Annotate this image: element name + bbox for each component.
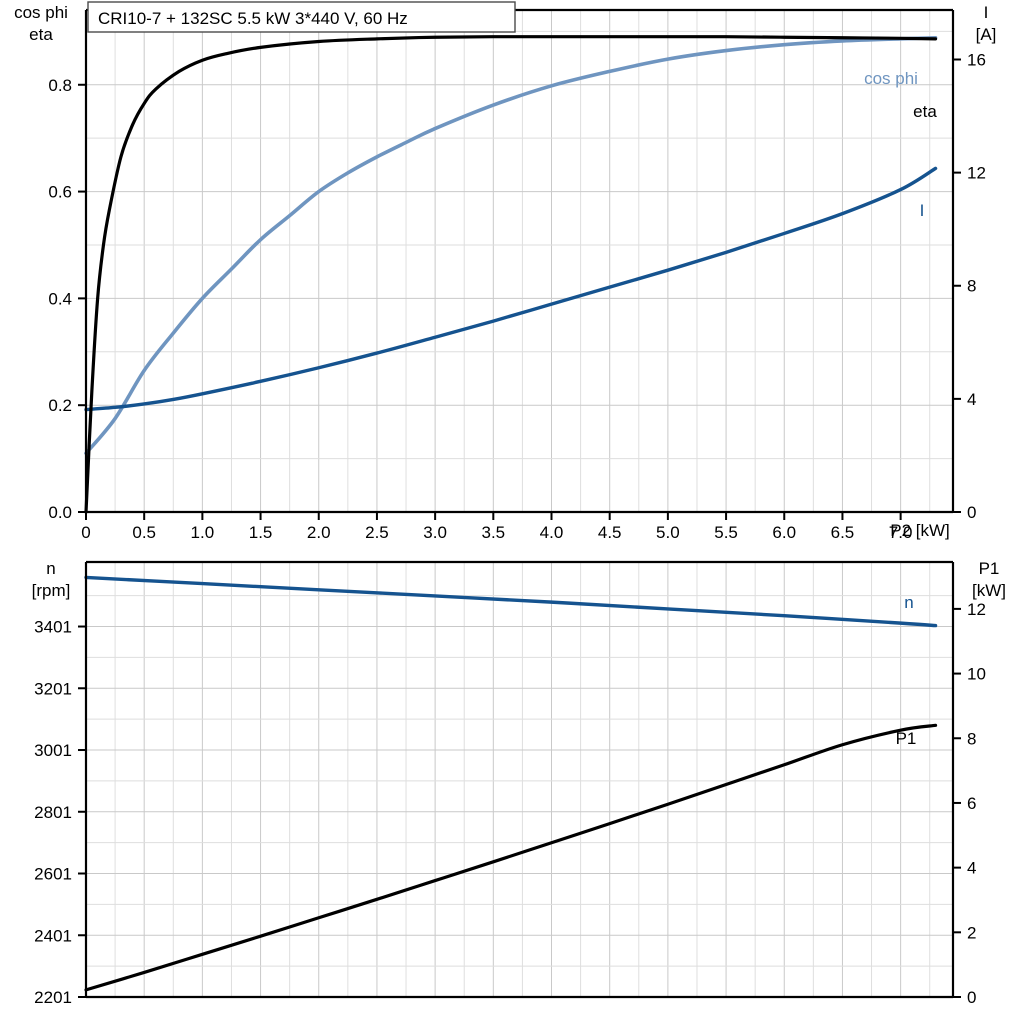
top-left-tick-label: 0.8: [48, 76, 72, 95]
top-left-axis-title-line1: cos phi: [14, 3, 68, 22]
top-chart-right-tick-labels: 0 4 8 12 16: [967, 50, 986, 522]
bottom-chart-axis-frame: [84, 560, 955, 999]
top-x-tick-label: 3.0: [423, 523, 447, 542]
top-x-axis-title: P2 [kW]: [890, 521, 950, 540]
top-right-axis-title-line2: [A]: [976, 25, 997, 44]
top-left-axis-title-line2: eta: [29, 25, 53, 44]
top-x-tick-label: 5.0: [656, 523, 680, 542]
bottom-left-tick-label: 2801: [34, 803, 72, 822]
top-chart-x-tick-labels: 0 0.5 1.0 1.5 2.0 2.5 3.0 3.5 4.0 4.5 5.0 5.5 6.0 6.5…: [81, 523, 912, 542]
bottom-left-axis-title-line2: [rpm]: [32, 581, 71, 600]
power-curve-label: P1: [896, 729, 917, 748]
top-x-tick-label: 4.5: [598, 523, 622, 542]
bottom-chart-vertical-minor-gridlines: [114, 562, 931, 997]
bottom-left-tick-label: 3001: [34, 741, 72, 760]
bottom-chart-panel: 2201 2401 2601 2801 3001 3201 3401 0 2 4 6 8 10 12 n…: [0, 548, 1024, 1024]
top-right-tick-label: 8: [967, 277, 976, 296]
current-curve: [84, 166, 938, 412]
cos-phi-curve-label: cos phi: [864, 69, 918, 88]
top-x-tick-label: 0: [81, 523, 90, 542]
bottom-right-tick-label: 4: [967, 859, 976, 878]
bottom-left-tick-label: 3401: [34, 618, 72, 637]
bottom-chart-tickmarks: [78, 607, 961, 998]
bottom-chart-left-tick-labels: 2201 2401 2601 2801 3001 3201 3401: [34, 618, 72, 1007]
top-x-tick-label: 7.0: [889, 523, 913, 542]
bottom-left-tick-label: 2401: [34, 926, 72, 945]
bottom-right-axis-title-line1: P1: [979, 559, 1000, 578]
speed-curve-label: n: [904, 593, 913, 612]
top-x-tick-label: 5.5: [714, 523, 738, 542]
cos-phi-curve: [84, 35, 938, 456]
chart-title: CRI10-7 + 132SC 5.5 kW 3*440 V, 60 Hz: [98, 9, 408, 28]
top-right-tick-label: 4: [967, 390, 976, 409]
top-x-tick-label: 2.5: [365, 523, 389, 542]
bottom-chart-right-tick-labels: 0 2 4 6 8 10 12: [967, 600, 986, 1007]
bottom-left-tick-label: 2601: [34, 865, 72, 884]
top-chart-axis-frame: [84, 8, 955, 514]
top-right-tick-label: 16: [967, 50, 986, 69]
top-chart-vertical-minor-gridlines: [114, 10, 931, 512]
top-x-tick-label: 2.0: [307, 523, 331, 542]
top-chart-panel: 0.0 0.2 0.4 0.6 0.8 0 4 8 12 16 0 0.5 1.0 1.5 2.0 2.5…: [14, 1, 997, 542]
eta-curve-label: eta: [913, 102, 937, 121]
top-chart-svg: 0.0 0.2 0.4 0.6 0.8 0 4 8 12 16 0 0.5 1.0 1.5 2.0 2.5…: [14, 1, 997, 542]
top-x-tick-label: 0.5: [132, 523, 156, 542]
top-x-tick-label: 1.5: [249, 523, 273, 542]
top-x-tick-label: 4.0: [540, 523, 564, 542]
speed-curve: [84, 575, 938, 628]
top-x-tick-label: 1.0: [191, 523, 215, 542]
bottom-right-tick-label: 6: [967, 794, 976, 813]
top-right-tick-label: 0: [967, 503, 976, 522]
bottom-right-tick-label: 12: [967, 600, 986, 619]
bottom-chart-svg: 2201 2401 2601 2801 3001 3201 3401 0 2 4 6 8 10 12 n…: [32, 559, 1006, 1007]
top-left-tick-label: 0.6: [48, 183, 72, 202]
bottom-right-tick-label: 2: [967, 923, 976, 942]
top-right-tick-label: 12: [967, 164, 986, 183]
top-left-tick-label: 0.4: [48, 289, 72, 308]
eta-curve: [84, 35, 938, 514]
title-box: [87, 1, 516, 33]
top-x-tick-label: 6.0: [772, 523, 796, 542]
bottom-right-tick-label: 8: [967, 729, 976, 748]
top-x-tick-label: 3.5: [481, 523, 505, 542]
bottom-chart-horizontal-minor-gridlines: [86, 595, 953, 967]
power-curve: [84, 723, 938, 992]
top-right-axis-title-line1: I: [984, 3, 989, 22]
top-left-tick-label: 0.0: [48, 503, 72, 522]
top-left-tick-label: 0.2: [48, 396, 72, 415]
current-curve-label: I: [920, 201, 925, 220]
bottom-right-axis-title-line2: [kW]: [972, 581, 1006, 600]
top-x-tick-label: 6.5: [831, 523, 855, 542]
bottom-left-axis-title-line1: n: [46, 559, 55, 578]
top-chart-horizontal-minor-gridlines: [86, 30, 953, 460]
bottom-right-tick-label: 0: [967, 988, 976, 1007]
bottom-left-tick-label: 3201: [34, 679, 72, 698]
top-chart-left-tick-labels: 0.0 0.2 0.4 0.6 0.8: [48, 76, 72, 522]
bottom-left-tick-label: 2201: [34, 988, 72, 1007]
top-chart-tickmarks: [78, 58, 961, 520]
bottom-right-tick-label: 10: [967, 665, 986, 684]
